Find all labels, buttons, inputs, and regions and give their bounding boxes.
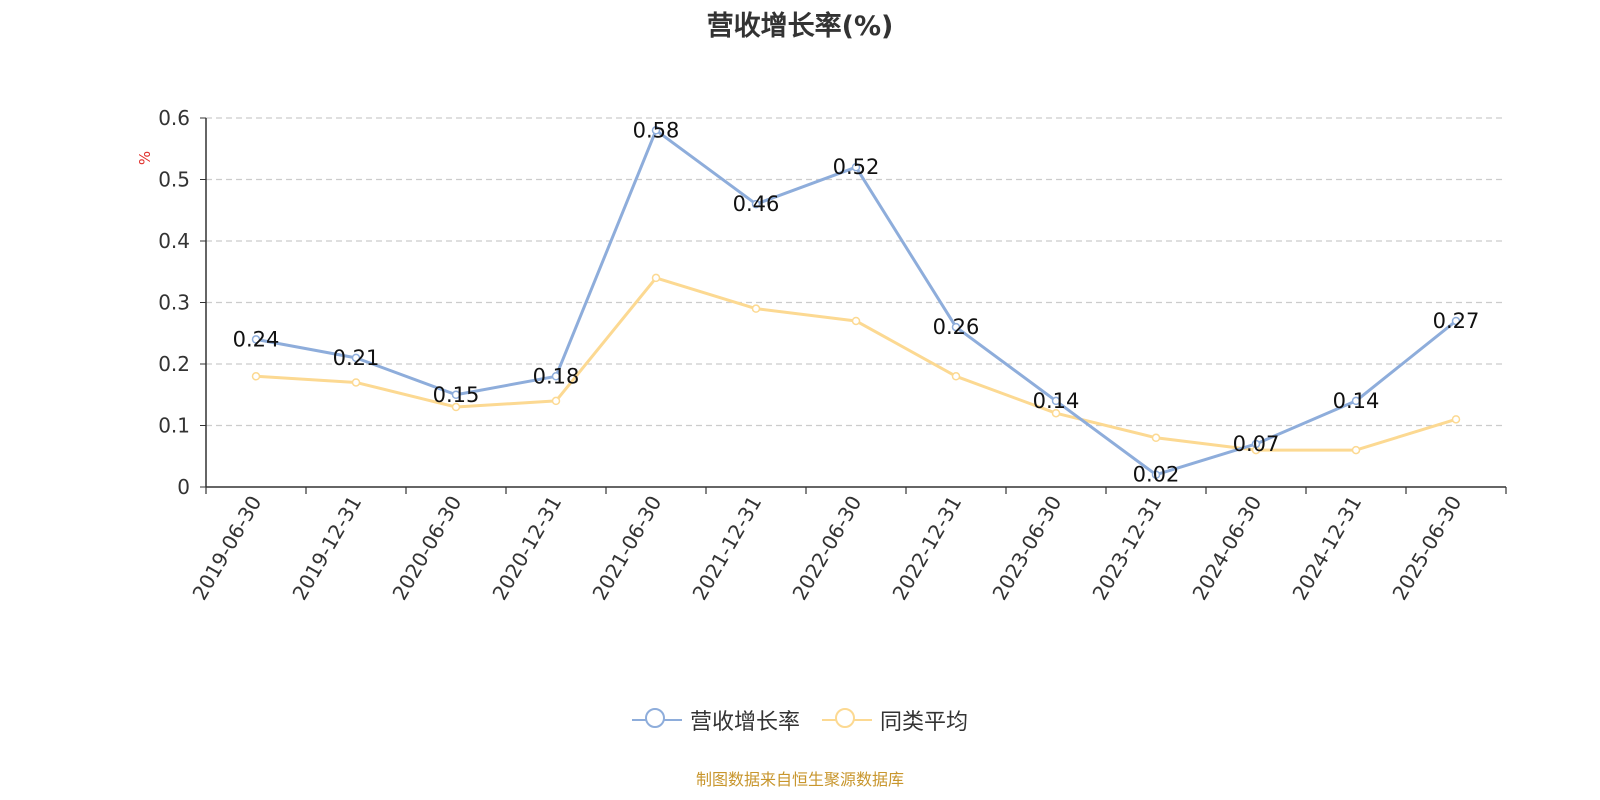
x-tick-label: 2019-06-30 <box>187 492 266 605</box>
data-point <box>1151 433 1161 443</box>
x-tick-label: 2021-12-31 <box>687 492 766 605</box>
y-tick-label: 0 <box>177 475 190 499</box>
y-tick-label: 0.6 <box>158 106 190 130</box>
data-label: 0.21 <box>333 346 380 370</box>
data-label: 0.15 <box>433 383 480 407</box>
data-point <box>451 402 461 412</box>
data-point <box>951 322 961 332</box>
x-tick-label: 2021-06-30 <box>587 492 666 605</box>
data-point <box>551 372 561 381</box>
x-tick-label: 2024-06-30 <box>1187 492 1266 605</box>
data-label: 0.07 <box>1233 432 1280 456</box>
data-point <box>851 316 861 326</box>
data-point <box>251 335 261 344</box>
data-point <box>1251 439 1261 449</box>
y-tick-label: 0.3 <box>158 291 190 315</box>
x-tick-label: 2024-12-31 <box>1287 492 1366 605</box>
data-point <box>1451 316 1461 326</box>
data-point <box>1051 408 1061 418</box>
data-point <box>1051 396 1061 406</box>
y-axis-unit-label: % <box>136 151 154 165</box>
data-label: 0.24 <box>233 327 280 351</box>
x-tick-label: 2022-12-31 <box>887 492 966 605</box>
chart-title: 营收增长率(%) <box>706 11 894 42</box>
grid-lines <box>206 117 1506 427</box>
source-note: 制图数据来自恒生聚源数据库 <box>695 770 904 789</box>
y-tick-label: 0.1 <box>158 414 190 438</box>
legend-item-peer-average[interactable]: 同类平均 <box>822 704 968 736</box>
data-label: 0.18 <box>533 364 580 388</box>
x-tick-label: 2020-12-31 <box>487 492 566 605</box>
x-tick-label: 2023-06-30 <box>987 492 1066 605</box>
data-label: 0.14 <box>1033 389 1080 413</box>
data-point <box>251 372 261 381</box>
data-point <box>551 396 561 406</box>
data-label: 0.26 <box>933 315 980 339</box>
x-tick-label: 2025-06-30 <box>1387 492 1466 605</box>
y-tick-label: 0.4 <box>158 229 190 253</box>
data-point <box>1351 445 1361 455</box>
data-point <box>651 273 661 283</box>
legend-swatch-revenue-growth <box>631 707 682 733</box>
data-point <box>351 353 361 363</box>
data-point <box>851 162 861 172</box>
data-label: 0.58 <box>633 118 680 142</box>
legend: 营收增长率 同类平均 <box>0 704 1600 736</box>
x-tick-label: 2022-06-30 <box>787 492 866 605</box>
x-tick-label: 2020-06-30 <box>387 492 466 605</box>
data-label: 0.02 <box>1133 463 1180 487</box>
data-labels: 0.24 0.21 0.15 0.18 0.58 0.46 0.52 0.26 0.14 0.02… <box>233 118 1480 486</box>
legend-label-peer-average: 同类平均 <box>880 710 969 735</box>
data-point <box>1351 396 1361 406</box>
data-label: 0.52 <box>833 155 880 179</box>
data-label: 0.27 <box>1433 309 1480 333</box>
legend-item-revenue-growth[interactable]: 营收增长率 <box>631 704 800 736</box>
series <box>251 126 1461 479</box>
data-label: 0.14 <box>1333 389 1380 413</box>
data-point <box>651 126 661 135</box>
legend-swatch-peer-average <box>822 707 872 733</box>
data-point <box>751 304 761 313</box>
data-label: 0.46 <box>733 192 780 216</box>
data-point <box>351 378 361 387</box>
data-point <box>1451 415 1461 424</box>
data-point <box>751 199 761 209</box>
data-point <box>451 390 461 399</box>
x-tick-label: 2019-12-31 <box>287 492 366 605</box>
data-point <box>1151 470 1161 479</box>
y-tick-label: 0.5 <box>158 168 190 192</box>
y-tick-label: 0.2 <box>158 352 190 376</box>
x-tick-label: 2023-12-31 <box>1087 492 1166 605</box>
data-point <box>951 372 961 381</box>
legend-label-revenue-growth: 营收增长率 <box>689 710 800 735</box>
